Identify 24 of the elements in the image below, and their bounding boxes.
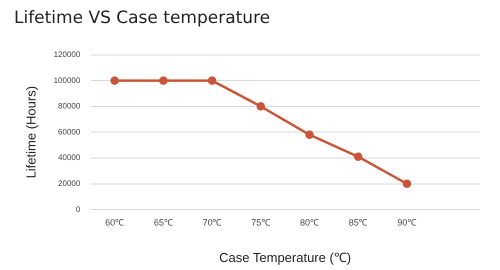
- point: [305, 130, 314, 140]
- y-tick-label: 0: [76, 204, 81, 214]
- y-tick-label: 60000: [58, 127, 81, 136]
- x-tick-label: 90℃: [397, 217, 416, 228]
- x-tick-label: 85℃: [348, 217, 368, 228]
- x-tick-label: 70℃: [202, 217, 222, 228]
- point: [208, 76, 216, 85]
- point: [110, 76, 119, 85]
- x-tick-label: 60℃: [105, 217, 124, 228]
- y-tick-label: 100000: [54, 76, 81, 85]
- point: [402, 180, 412, 188]
- y-tick-label: 80000: [58, 102, 81, 111]
- point: [159, 76, 168, 85]
- x-tick-label: 80℃: [300, 217, 320, 228]
- point: [256, 102, 266, 111]
- y-tick-label: 120000: [54, 50, 81, 60]
- x-tick-label: 65℃: [154, 217, 173, 228]
- x-axis-title: Case Temperature (℃): [219, 250, 352, 265]
- point: [354, 152, 362, 161]
- x-tick-label: 75℃: [251, 217, 270, 228]
- y-tick-label: 20000: [58, 179, 81, 188]
- y-tick-label: 40000: [58, 153, 81, 162]
- y-axis-title: Lifetime (Hours): [23, 86, 38, 178]
- chart-title: Lifetime VS Case temperature: [14, 8, 270, 28]
